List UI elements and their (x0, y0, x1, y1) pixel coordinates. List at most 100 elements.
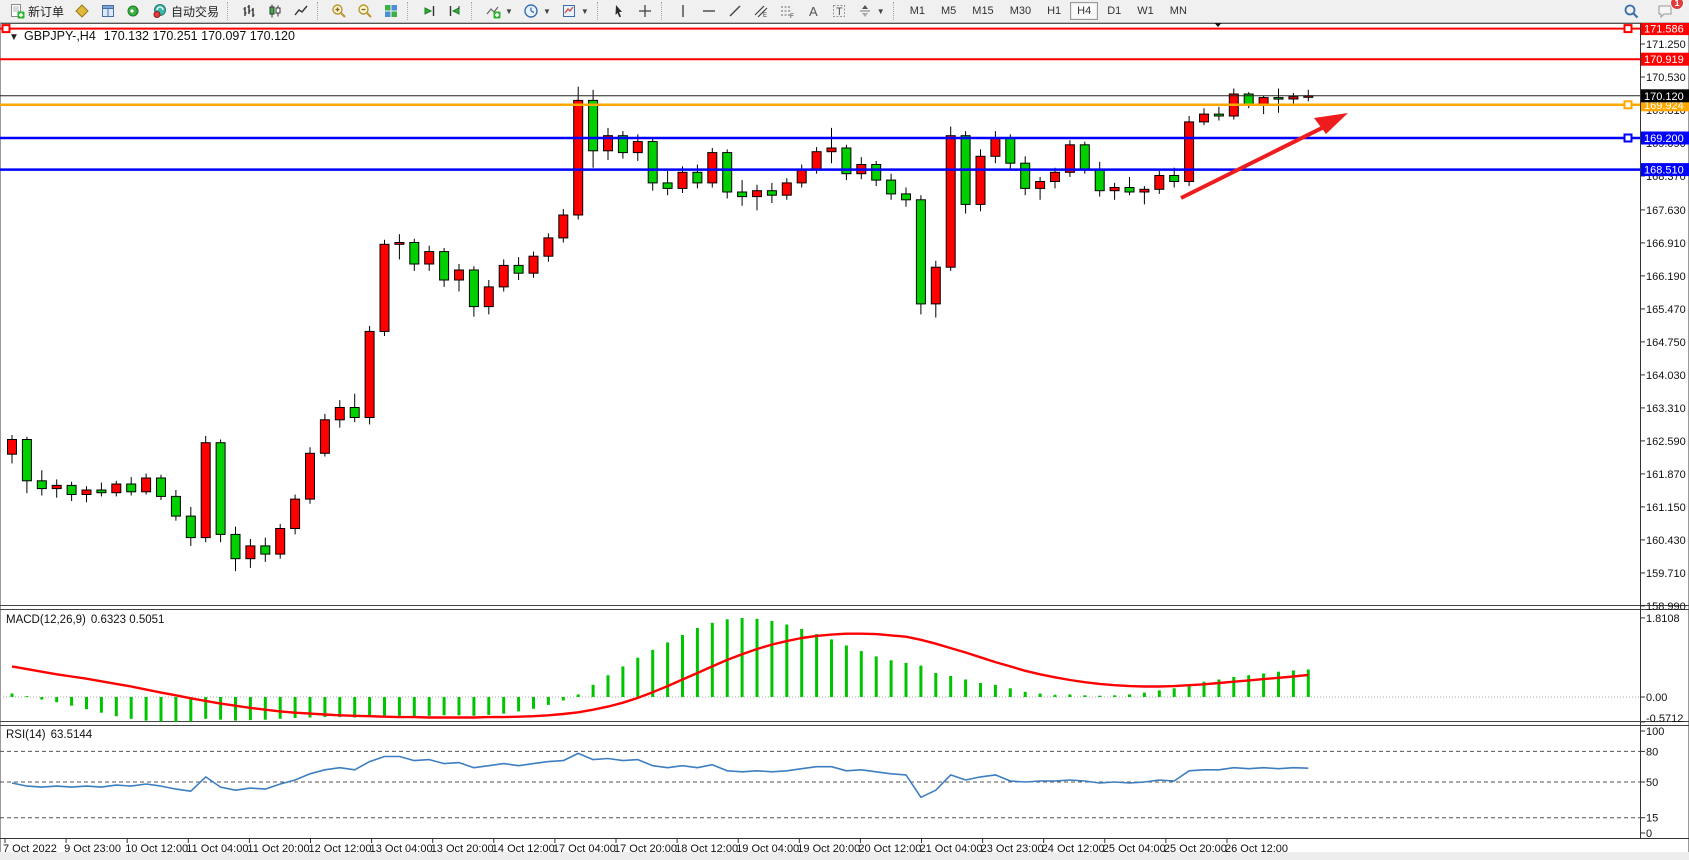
time-tick-label: 9 Oct 23:00 (64, 843, 121, 855)
line-handle[interactable] (1623, 133, 1633, 143)
macd-histogram-bar (889, 660, 893, 697)
toolbar-text-button[interactable]: A (801, 0, 825, 23)
line-handle[interactable] (1, 24, 11, 34)
timeframe-D1-button[interactable]: D1 (1107, 5, 1122, 17)
auto-trading-icon (152, 3, 168, 19)
macd-histogram-bar (561, 697, 565, 701)
search-button[interactable] (1618, 0, 1644, 23)
price-label-text: 169.924 (1644, 100, 1684, 112)
toolbar-bar-chart-button[interactable] (237, 0, 261, 23)
time-tick-label: 17 Oct 04:00 (553, 843, 616, 855)
timeframe-M15-button[interactable]: M15 (972, 5, 994, 17)
macd-histogram-bar (85, 697, 88, 710)
fibonacci-icon: F (779, 3, 795, 19)
candle (170, 495, 181, 517)
trend-arrow-head[interactable] (1314, 113, 1348, 134)
time-tick-label: 13 Oct 20:00 (431, 843, 494, 855)
toolbar-new-order-button[interactable]: 新订单 (5, 0, 68, 23)
toolbar-separator (596, 2, 603, 20)
time-tick-label: 14 Oct 12:00 (492, 843, 555, 855)
toolbar-indicators-button[interactable]: ▼ (481, 0, 517, 23)
time-tick-label: 7 Oct 2022 (3, 843, 57, 855)
line-handle[interactable] (1623, 24, 1633, 34)
candle (81, 489, 92, 495)
timeframe-MN-button[interactable]: MN (1169, 5, 1187, 17)
toolbar-crosshair-button[interactable] (633, 0, 657, 23)
symbol-dropdown-icon[interactable]: ▼ (9, 32, 19, 43)
macd-histogram-bar (487, 697, 491, 715)
toolbar-fibonacci-button[interactable]: F (775, 0, 799, 23)
timeframe-M30-button[interactable]: M30 (1009, 5, 1032, 17)
macd-histogram-bar (1232, 676, 1236, 697)
candle (662, 182, 673, 189)
rsi-tick-label: 0 (1646, 828, 1652, 840)
toolbar-zoom-in-button[interactable] (327, 0, 351, 23)
toolbar-chart-shift-button[interactable] (443, 0, 467, 23)
trend-arrow-line[interactable] (1180, 121, 1333, 200)
macd-histogram-bar (1291, 670, 1295, 697)
price-tick-label: 166.910 (1646, 238, 1686, 250)
toolbar-new-order-label: 新订单 (28, 4, 65, 19)
chevron-down-icon[interactable]: ▼ (876, 6, 885, 16)
macd-histogram-bar (472, 697, 476, 716)
candle (1139, 188, 1150, 193)
price-tick-label: 162.590 (1646, 436, 1686, 448)
macd-histogram-bar (770, 621, 774, 697)
price-tick-label: 161.870 (1646, 469, 1686, 481)
macd-histogram-bar (174, 697, 178, 722)
toolbar-templates-button[interactable]: ▼ (557, 0, 593, 23)
toolbar-separator (227, 2, 233, 20)
timeframe-H1-button[interactable]: H1 (1047, 5, 1062, 17)
price-tick-label: 161.150 (1646, 502, 1686, 514)
toolbar-trendline-button[interactable] (723, 0, 747, 23)
zoom-out-icon (357, 3, 373, 19)
chevron-down-icon[interactable]: ▼ (542, 6, 551, 16)
macd-histogram-bar (1068, 694, 1072, 697)
toolbar-channel-button[interactable]: E (749, 0, 773, 23)
candle (1109, 187, 1120, 192)
line-handle[interactable] (1623, 100, 1633, 110)
timeframe-M5-button[interactable]: M5 (941, 5, 957, 17)
toolbar-line-chart-button[interactable] (289, 0, 313, 23)
chart-ohlc-values: 170.132 170.251 170.097 170.120 (104, 29, 295, 43)
macd-histogram-bar (859, 651, 863, 697)
timeframe-W1-button[interactable]: W1 (1137, 5, 1154, 17)
toolbar-hline-button[interactable] (697, 0, 721, 23)
time-tick-label: 19 Oct 04:00 (736, 843, 799, 855)
price-tick-label: 167.630 (1646, 205, 1686, 217)
toolbar-candle-chart-button[interactable] (263, 0, 287, 23)
toolbar-periods-button[interactable]: ▼ (519, 0, 555, 23)
macd-histogram-bar (606, 675, 610, 697)
timeframe-M1-button[interactable]: M1 (909, 5, 925, 17)
macd-histogram-bar (383, 697, 386, 717)
toolbar-tile-windows-button[interactable] (379, 0, 403, 23)
notifications-button[interactable]: 1 (1652, 0, 1684, 23)
toolbar-sound-button[interactable] (122, 0, 146, 23)
toolbar-vline-button[interactable] (671, 0, 695, 23)
macd-histogram-bar (546, 697, 550, 705)
toolbar-market-watch-button[interactable] (96, 0, 120, 23)
toolbar-text-label-button[interactable]: T (827, 0, 851, 23)
macd-histogram-bar (40, 697, 44, 700)
candle (439, 251, 450, 281)
time-tick-label: 25 Oct 04:00 (1103, 843, 1166, 855)
timeframe-H4-button[interactable]: H4 (1070, 2, 1099, 20)
chevron-down-icon[interactable]: ▼ (505, 6, 513, 16)
toolbar-cursor-button[interactable] (607, 0, 631, 23)
candle (200, 442, 211, 539)
candle (1050, 171, 1060, 183)
toolbar-auto-trading-button[interactable]: 自动交易 (148, 0, 223, 23)
rsi-tick-label: 50 (1646, 777, 1658, 789)
candle (364, 330, 375, 418)
macd-histogram-bar (278, 697, 282, 719)
macd-histogram-bar (1187, 684, 1191, 697)
candle (394, 242, 405, 245)
chevron-down-icon[interactable]: ▼ (580, 6, 589, 16)
macd-histogram-bar (964, 679, 968, 697)
toolbar-auto-scroll-button[interactable] (417, 0, 441, 23)
price-label-badge (1641, 52, 1689, 66)
toolbar-zoom-out-button[interactable] (353, 0, 377, 23)
toolbar-shapes-button[interactable]: ▼ (853, 0, 889, 23)
toolbar-profile-button[interactable] (70, 0, 94, 23)
